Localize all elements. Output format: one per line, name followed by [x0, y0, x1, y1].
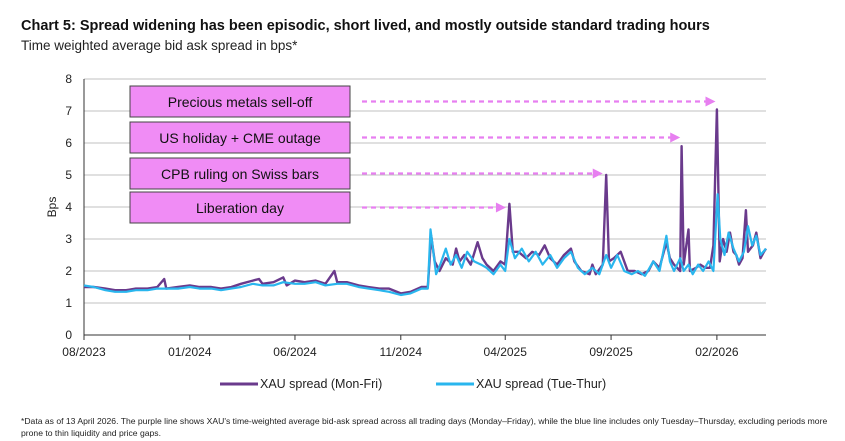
annotation-box: [129, 157, 351, 190]
y-tick-label: 4: [65, 200, 72, 214]
annotation-label: US holiday + CME outage: [159, 130, 321, 146]
x-tick-label: 08/2023: [62, 345, 106, 359]
footnote: *Data as of 13 April 2026. The purple li…: [21, 416, 828, 438]
x-tick-label: 04/2025: [484, 345, 528, 359]
y-tick-label: 5: [65, 168, 72, 182]
y-tick-label: 3: [65, 232, 72, 246]
annotation-arrow-head: [705, 96, 716, 107]
y-tick-label: 8: [65, 72, 72, 86]
x-tick-label: 11/2024: [380, 345, 423, 359]
annotation-label: CPB ruling on Swiss bars: [161, 166, 319, 182]
annotation-arrow-head: [495, 202, 506, 213]
annotation-label: Liberation day: [196, 200, 284, 216]
y-tick-label: 1: [65, 296, 72, 310]
annotation-box: [129, 121, 351, 154]
annotation-arrow-head: [592, 168, 603, 179]
legend-label: XAU spread (Mon-Fri): [260, 377, 382, 391]
y-tick-label: 6: [65, 136, 72, 150]
x-tick-label: 09/2025: [589, 345, 633, 359]
annotation-arrow-head: [670, 132, 681, 143]
x-tick-label: 06/2024: [273, 345, 317, 359]
annotation-box: [129, 85, 351, 118]
y-tick-label: 0: [65, 328, 72, 342]
annotation-box: [129, 191, 351, 224]
legend-label: XAU spread (Tue-Thur): [476, 377, 606, 391]
chart-title: Chart 5: Spread widening has been episod…: [21, 18, 710, 34]
y-tick-label: 2: [65, 264, 72, 278]
y-axis-label: Bps: [45, 197, 59, 218]
x-tick-label: 02/2026: [695, 345, 739, 359]
x-tick-label: 01/2024: [168, 345, 212, 359]
chart-subtitle: Time weighted average bid ask spread in …: [21, 38, 298, 53]
series-line-tue-thur: [83, 193, 767, 297]
y-tick-label: 7: [65, 104, 72, 118]
annotation-label: Precious metals sell-off: [168, 94, 313, 110]
